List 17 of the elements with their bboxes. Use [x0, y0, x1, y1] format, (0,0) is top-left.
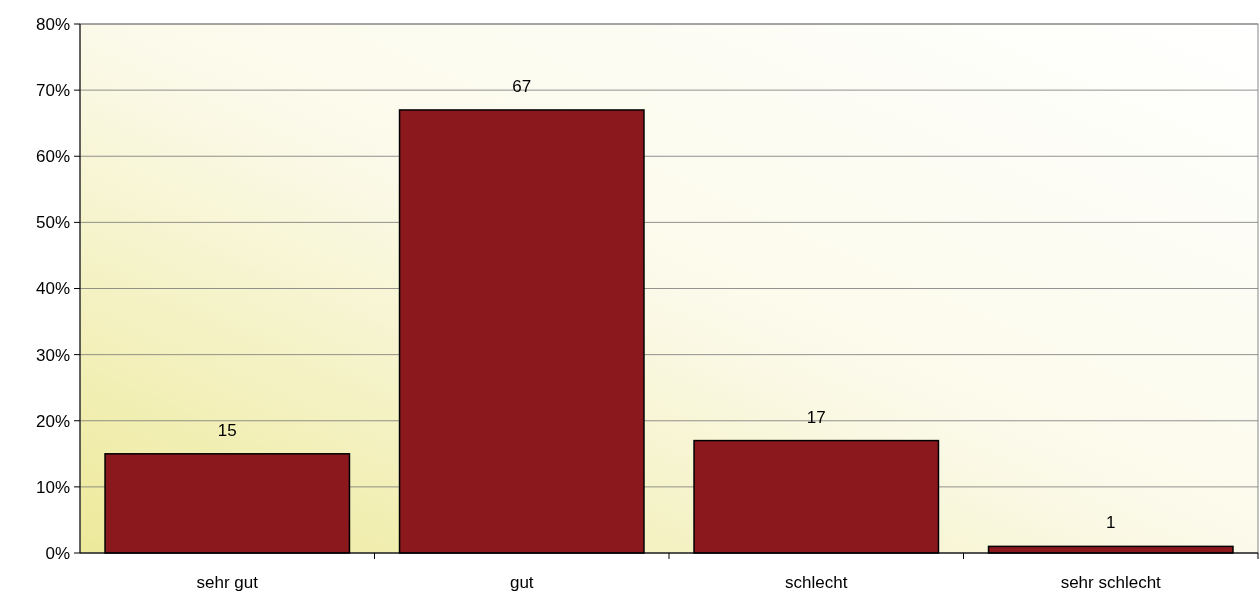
y-tick-label: 10% [35, 477, 70, 497]
y-tick-label: 20% [35, 411, 70, 431]
y-tick-label: 0% [45, 543, 70, 563]
y-tick-label: 80% [35, 14, 70, 34]
y-tick-label: 70% [35, 81, 70, 101]
data-label: 17 [806, 407, 826, 427]
y-tick-label: 60% [35, 147, 70, 167]
data-label: 67 [512, 76, 532, 96]
y-tick-label: 30% [35, 345, 70, 365]
x-tick-label: sehr gut [196, 573, 259, 592]
x-tick-label: schlecht [785, 573, 848, 592]
x-tick-label: sehr schlecht [1060, 573, 1162, 592]
y-tick-label: 40% [35, 279, 70, 299]
data-label: 1 [1106, 513, 1116, 533]
data-label: 15 [217, 420, 237, 440]
x-tick-label: gut [509, 573, 534, 592]
y-tick-label: 50% [35, 213, 70, 233]
